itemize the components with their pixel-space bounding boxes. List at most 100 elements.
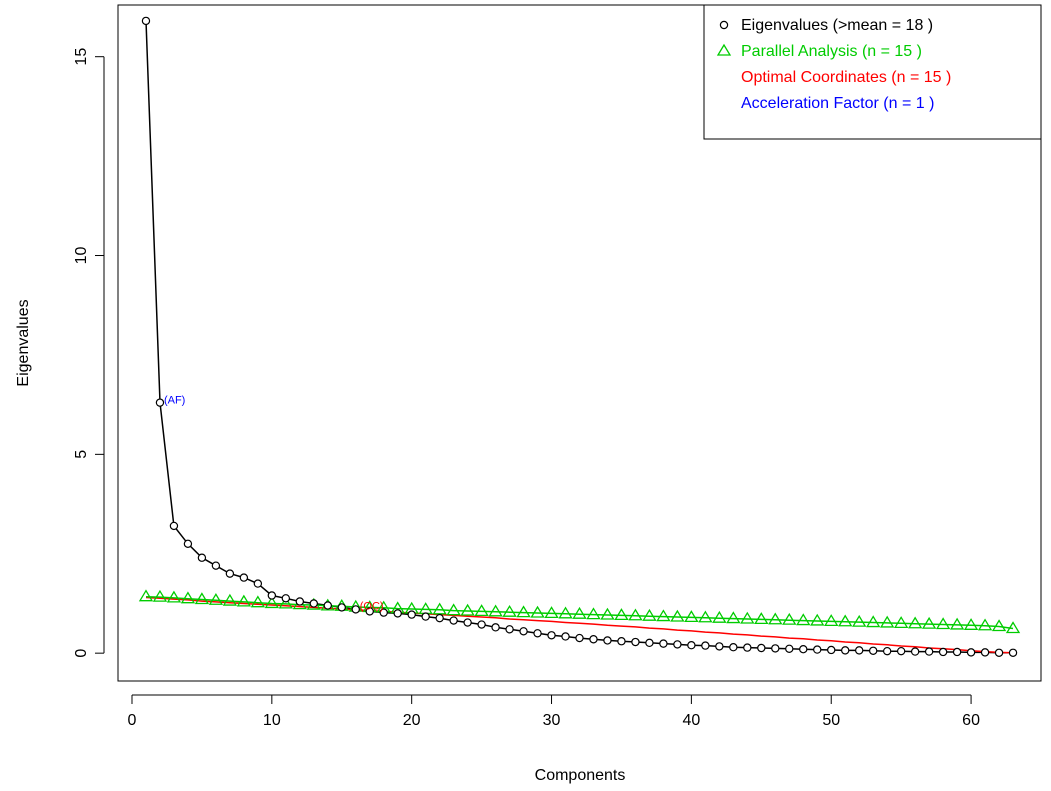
eigenvalue-point — [813, 645, 822, 654]
eigenvalue-point — [841, 646, 850, 655]
parallel-analysis-point — [782, 612, 797, 625]
parallel-analysis-point — [250, 595, 265, 608]
eigenvalue-point — [645, 638, 654, 648]
eigenvalue-point — [980, 648, 990, 657]
eigenvalue-point — [743, 643, 752, 652]
eigenvalue-point — [379, 608, 388, 617]
eigenvalue-point — [169, 521, 179, 531]
parallel-analysis-point — [907, 616, 923, 629]
parallel-analysis-point — [222, 593, 238, 606]
x-tick-label: 50 — [822, 712, 840, 729]
eigenvalue-point — [827, 645, 836, 655]
parallel-analysis-point — [684, 610, 699, 623]
parallel-analysis-point — [138, 589, 154, 602]
eigenvalue-point — [757, 643, 766, 653]
eigenvalue-point — [365, 607, 374, 616]
parallel-analysis-point — [502, 604, 517, 617]
parallel-analysis-point — [474, 604, 489, 617]
parallel-analysis-point — [264, 596, 279, 609]
eigenvalue-point — [589, 635, 598, 644]
x-tick-label: 60 — [962, 712, 980, 729]
eigenvalue-point — [799, 644, 808, 654]
legend: Eigenvalues (>mean = 18 ) Parallel Analys… — [703, 4, 1042, 140]
eigenvalue-point — [225, 569, 235, 578]
parallel-analysis-point — [600, 607, 615, 620]
y-tick-label: 15 — [73, 48, 90, 66]
eigenvalue-point — [477, 620, 486, 629]
parallel-analysis-point — [740, 611, 755, 624]
parallel-analysis-point — [768, 612, 783, 625]
parallel-analysis-line — [145, 595, 1014, 630]
eigenvalue-point — [309, 599, 318, 608]
eigenvalue-point — [449, 616, 458, 625]
parallel-analysis-point — [1005, 621, 1021, 634]
eigenvalue-point — [253, 579, 263, 588]
parallel-analysis-point — [810, 613, 825, 626]
eigenvalue-point — [868, 646, 878, 655]
parallel-analysis-point — [880, 615, 895, 628]
eigenvalue-point — [183, 539, 193, 549]
eigenvalue-point — [659, 639, 668, 648]
parallel-analysis-point — [208, 593, 224, 605]
eigenvalue-point — [519, 627, 528, 636]
eigenvalue-point — [491, 623, 500, 632]
legend-entry: Eigenvalues (>mean = 18 ) — [741, 17, 933, 34]
parallel-analysis-point — [712, 610, 727, 623]
eigenvalue-point — [910, 647, 920, 656]
eigenvalue-point — [393, 609, 402, 618]
parallel-analysis-point — [614, 608, 629, 621]
parallel-analysis-point — [586, 607, 601, 620]
eigenvalue-point — [407, 610, 416, 619]
eigenvalue-point — [211, 561, 221, 570]
eigenvalue-point — [924, 647, 934, 656]
parallel-analysis-point — [628, 608, 643, 621]
parallel-analysis-point — [152, 589, 168, 602]
eigenvalue-point — [785, 644, 794, 653]
parallel-analysis-point — [642, 608, 657, 621]
eigenvalue-point — [701, 641, 710, 650]
eigenvalue-point — [729, 643, 738, 652]
parallel-analysis-point — [963, 618, 979, 630]
parallel-analysis-point — [194, 592, 210, 605]
legend-box — [703, 4, 1042, 140]
y-tick-label: 5 — [73, 450, 90, 459]
eigenvalue-point — [267, 591, 277, 600]
eigenvalue-point — [603, 636, 612, 645]
x-tick-label: 10 — [263, 712, 281, 729]
y-tick-label: 0 — [73, 649, 90, 658]
annotation-label: (AF) — [164, 395, 185, 407]
plot-area: (AF) (OC) — [138, 16, 1021, 657]
eigenvalue-point — [896, 646, 906, 656]
parallel-analysis-point — [698, 610, 713, 623]
eigenvalue-point — [631, 637, 640, 647]
eigenvalue-point — [938, 647, 948, 657]
plot-frame — [117, 4, 1042, 682]
legend-marker-circle — [719, 20, 729, 30]
eigenvalue-point — [1008, 648, 1018, 657]
legend-entry: Acceleration Factor (n = 1 ) — [741, 95, 934, 112]
eigenvalue-point — [687, 641, 696, 650]
eigenvalue-point — [882, 646, 892, 656]
parallel-analysis-point — [949, 617, 965, 630]
eigenvalue-point — [533, 629, 542, 638]
x-tick-label: 20 — [403, 712, 421, 729]
eigenvalue-point — [421, 612, 430, 621]
eigenvalue-point — [295, 597, 305, 606]
parallel-analysis-point — [977, 618, 993, 631]
parallel-analysis-point — [544, 606, 559, 619]
eigenvalue-point — [323, 601, 332, 610]
parallel-analysis-point — [460, 603, 475, 616]
parallel-analysis-point — [726, 611, 741, 624]
parallel-analysis-point — [894, 616, 909, 628]
parallel-analysis-point — [796, 613, 811, 626]
parallel-analysis-point — [921, 616, 937, 629]
eigenvalue-point — [239, 573, 249, 582]
legend-entry: Parallel Analysis (n = 15 ) — [741, 43, 922, 60]
eigenvalue-point — [463, 618, 472, 627]
parallel-analysis-point — [838, 614, 853, 627]
x-tick-label: 30 — [543, 712, 561, 729]
eigenvalue-point — [715, 642, 724, 651]
parallel-analysis-point — [278, 596, 293, 609]
y-tick-label: 10 — [73, 247, 90, 265]
